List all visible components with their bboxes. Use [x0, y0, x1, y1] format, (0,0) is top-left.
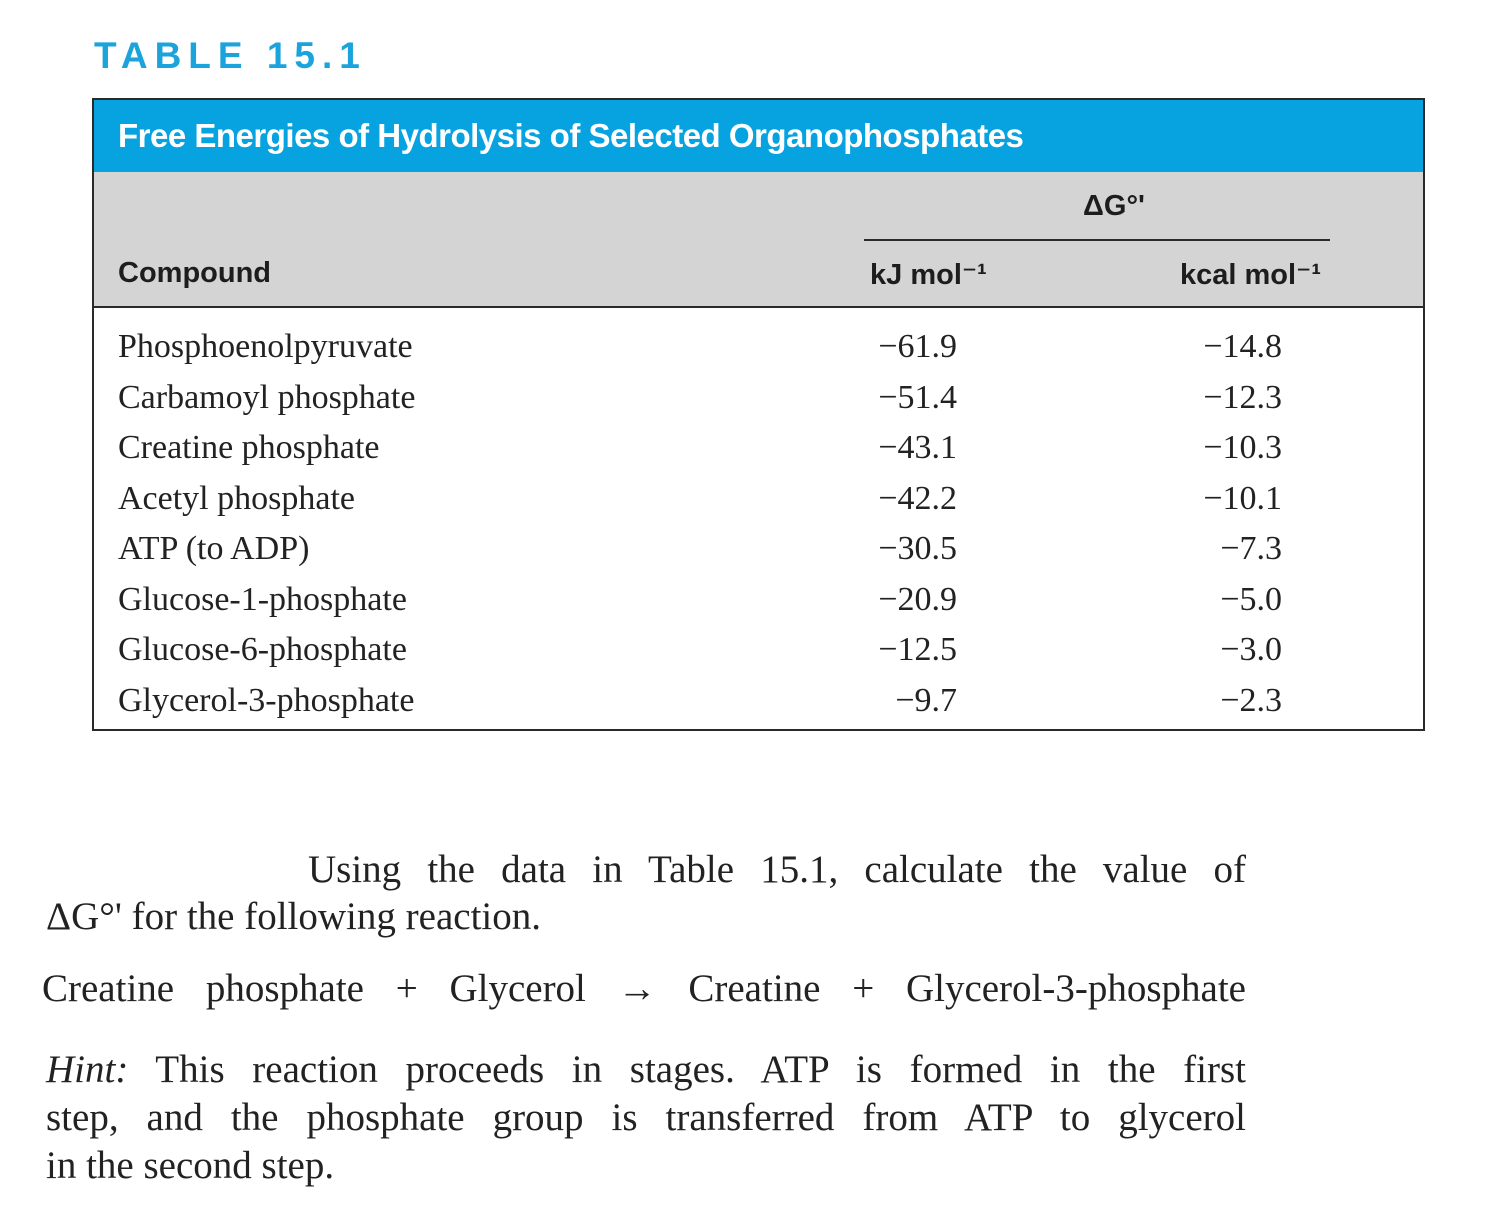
compound-cell: Acetyl phosphate — [118, 479, 355, 517]
compound-cell: Glucose-6-phosphate — [118, 631, 407, 668]
kj-value-cell: −20.9 — [878, 580, 957, 618]
table-label: TABLE 15.1 — [94, 35, 367, 76]
delta-g-header: ΔG°' — [1083, 190, 1145, 222]
compound-cell: Creatine phosphate — [118, 429, 380, 466]
kcal-value-cell: −10.3 — [1203, 429, 1282, 466]
kcal-value-cell: −12.3 — [1203, 378, 1282, 416]
table-body: Phosphoenolpyruvate −61.9 −14.8 Carbamoyl p… — [94, 322, 1423, 726]
table-row: Creatine phosphate −43.1 −10.3 — [94, 423, 1423, 474]
table-row: Acetyl phosphate −42.2 −10.1 — [94, 474, 1423, 525]
kj-column-header: kJ mol⁻¹ — [870, 259, 987, 291]
data-table: Free Energies of Hydrolysis of Selected … — [92, 98, 1425, 731]
kcal-value-cell: −2.3 — [1220, 681, 1282, 719]
question-text: Using the data in Table 15.1, calculate … — [46, 846, 1246, 940]
header-rule — [864, 239, 1330, 241]
kj-value-cell: −51.4 — [878, 378, 957, 416]
compound-cell: Glucose-1-phosphate — [118, 580, 407, 618]
table-row: Phosphoenolpyruvate −61.9 −14.8 — [94, 322, 1423, 373]
hint-line-1: This reaction proceeds in stages. ATP is… — [155, 1048, 1247, 1091]
table-title: Free Energies of Hydrolysis of Selected … — [94, 100, 1423, 172]
hint-line-2: step, and the phosphate group is transfe… — [46, 1096, 1246, 1139]
kcal-value-cell: −3.0 — [1220, 631, 1282, 668]
table-row: Carbamoyl phosphate −51.4 −12.3 — [94, 373, 1423, 424]
table-row: Glucose-6-phosphate −12.5 −3.0 — [94, 625, 1423, 676]
reaction-equation: Creatine phosphate + Glycerol → Creatine… — [42, 967, 1246, 1010]
question-line-2: ΔG°' for the following reaction. — [46, 895, 541, 938]
compound-cell: Carbamoyl phosphate — [118, 378, 416, 416]
table-row: Glycerol-3-phosphate −9.7 −2.3 — [94, 676, 1423, 727]
kcal-value-cell: −14.8 — [1203, 328, 1282, 365]
table-row: ATP (to ADP) −30.5 −7.3 — [94, 524, 1423, 575]
kj-value-cell: −43.1 — [878, 429, 957, 466]
kj-value-cell: −61.9 — [878, 328, 957, 365]
question-line-1: Using the data in Table 15.1, calculate … — [308, 848, 1246, 891]
kcal-value-cell: −10.1 — [1203, 479, 1282, 517]
compound-column-header: Compound — [118, 257, 272, 289]
kj-value-cell: −9.7 — [895, 681, 957, 719]
compound-cell: Phosphoenolpyruvate — [118, 328, 413, 365]
compound-cell: ATP (to ADP) — [118, 530, 310, 567]
compound-cell: Glycerol-3-phosphate — [118, 681, 415, 719]
hint-text: Hint: This reaction proceeds in stages. … — [46, 1046, 1246, 1190]
kj-value-cell: −42.2 — [878, 479, 957, 517]
kj-value-cell: −12.5 — [878, 631, 957, 668]
hint-label: Hint: — [46, 1048, 129, 1091]
kcal-column-header: kcal mol⁻¹ — [1179, 259, 1321, 291]
table-row: Glucose-1-phosphate −20.9 −5.0 — [94, 575, 1423, 626]
table-header: ΔG°' Compound kJ mol⁻¹ kcal mol⁻¹ — [94, 172, 1423, 308]
kcal-value-cell: −7.3 — [1220, 530, 1282, 567]
kj-value-cell: −30.5 — [878, 530, 957, 567]
kcal-value-cell: −5.0 — [1220, 580, 1282, 618]
hint-line-3: in the second step. — [46, 1144, 335, 1187]
